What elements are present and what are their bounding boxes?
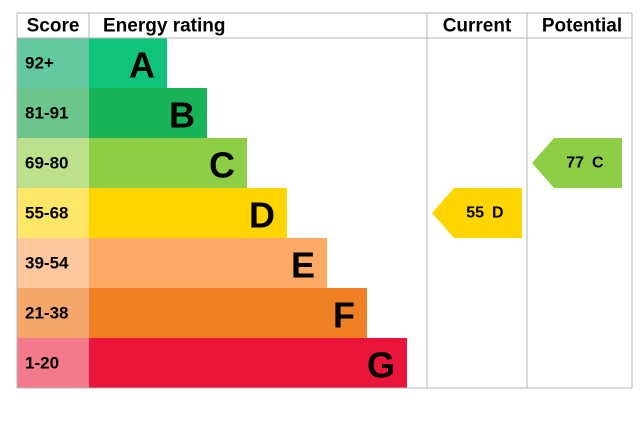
rating-bar (89, 338, 407, 388)
score-cell (17, 238, 89, 288)
score-label: 55-68 (25, 204, 68, 223)
table-frame (16, 12, 633, 389)
score-label: 1-20 (25, 354, 59, 373)
score-cell (17, 338, 89, 388)
rating-letter: E (291, 245, 315, 286)
potential-arrow (532, 138, 622, 188)
score-label: 21-38 (25, 304, 68, 323)
rating-bar (89, 88, 207, 138)
rating-letter: B (169, 95, 195, 136)
rating-bar (89, 138, 247, 188)
score-cell (17, 188, 89, 238)
potential-letter: C (592, 155, 604, 172)
score-label: 92+ (25, 54, 54, 73)
score-cell (17, 288, 89, 338)
header-current: Current (443, 16, 512, 37)
current-arrow (432, 188, 522, 238)
rating-bar (89, 288, 367, 338)
score-label: 39-54 (25, 254, 69, 273)
current-letter: D (492, 205, 504, 222)
rating-letter: C (209, 145, 235, 186)
rating-bar (89, 38, 167, 88)
rating-letter: G (367, 345, 395, 386)
current-value: 55 (466, 205, 484, 222)
potential-value: 77 (566, 155, 584, 172)
rating-letter: A (129, 45, 155, 86)
score-cell (17, 38, 89, 88)
header-potential: Potential (542, 16, 622, 37)
rating-letter: F (333, 295, 355, 336)
rating-letter: D (249, 195, 275, 236)
score-cell (17, 138, 89, 188)
header-score: Score (27, 16, 80, 37)
score-label: 69-80 (25, 154, 68, 173)
rating-bar (89, 188, 287, 238)
score-label: 81-91 (25, 104, 68, 123)
header-rating: Energy rating (103, 16, 225, 37)
rating-bar (89, 238, 327, 288)
score-cell (17, 88, 89, 138)
